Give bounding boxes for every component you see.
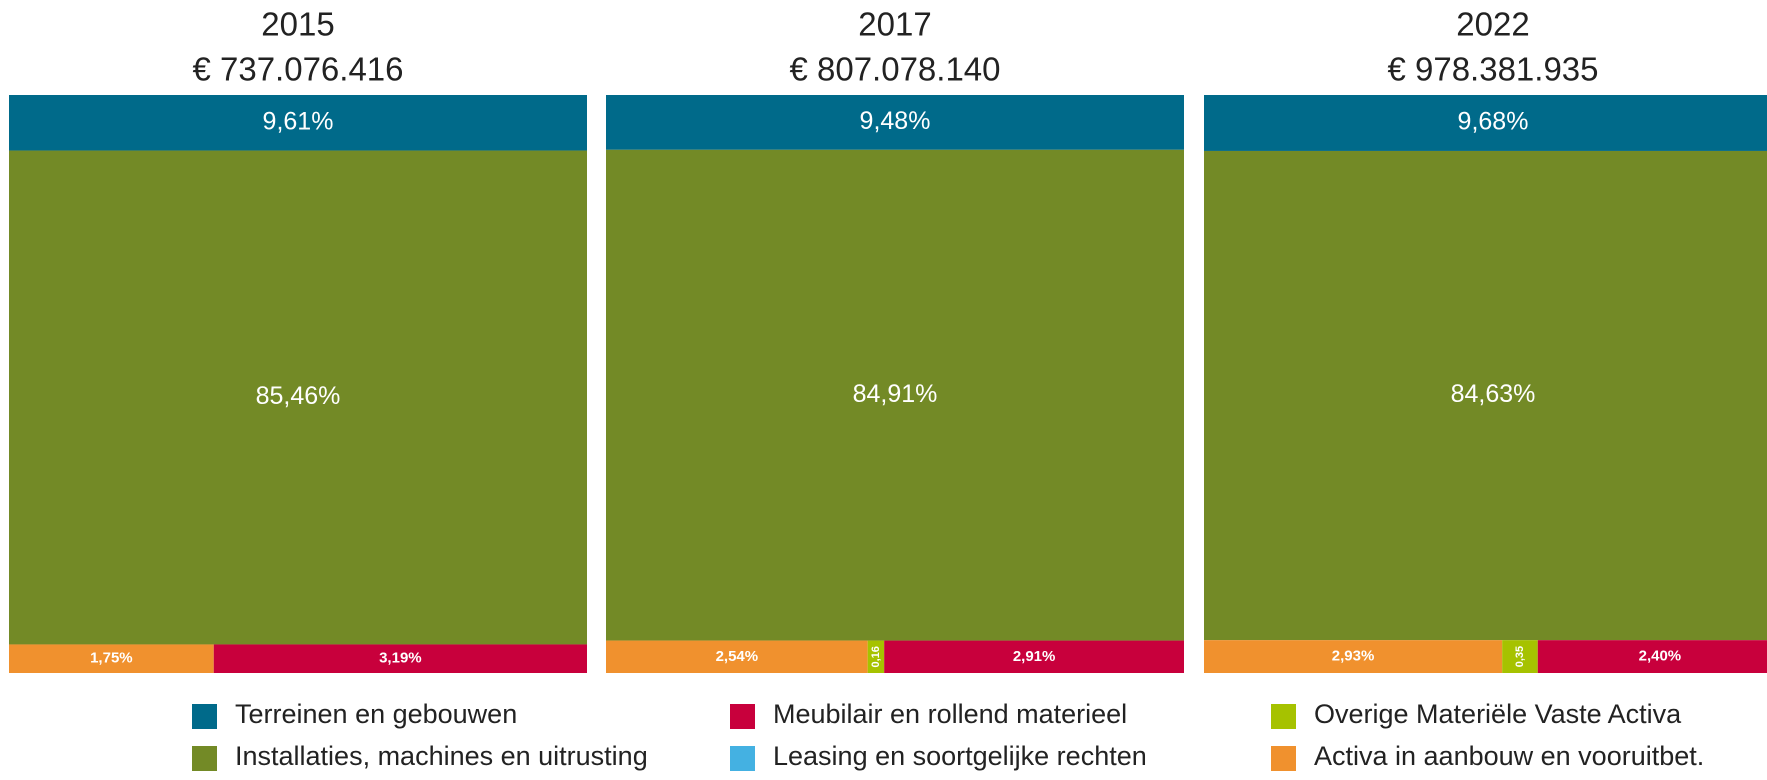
value-label: 3,19% xyxy=(379,650,422,667)
legend-label: Terreinen en gebouwen xyxy=(235,699,517,729)
value-label: 85,46% xyxy=(256,382,341,410)
value-label: 84,63% xyxy=(1451,380,1536,408)
chart-title: 2017 xyxy=(858,6,931,43)
segment xyxy=(1204,640,1503,673)
legend-swatch xyxy=(1271,704,1296,729)
value-label: 9,48% xyxy=(860,107,931,135)
segment xyxy=(9,150,587,645)
legend-label: Leasing en soortgelijke rechten xyxy=(773,741,1147,771)
value-label: 9,68% xyxy=(1458,108,1529,136)
value-label: 2,91% xyxy=(1013,648,1056,665)
value-label: 1,75% xyxy=(90,650,133,667)
segment xyxy=(606,149,1184,641)
legend-label: Meubilair en rollend materieel xyxy=(773,699,1127,729)
segment xyxy=(213,644,587,673)
value-label: 2,40% xyxy=(1639,648,1682,665)
legend-swatch xyxy=(730,704,755,729)
segment xyxy=(867,640,885,673)
chart-title: 2015 xyxy=(261,6,334,43)
segment xyxy=(1204,150,1767,641)
chart-subtitle: € 807.078.140 xyxy=(789,51,1000,88)
segment xyxy=(606,640,868,673)
value-label: 9,61% xyxy=(263,107,334,135)
legend-swatch xyxy=(730,746,755,771)
chart-subtitle: € 737.076.416 xyxy=(192,51,403,88)
chart-subtitle: € 978.381.935 xyxy=(1387,51,1598,88)
legend-label: Activa in aanbouw en vooruitbet. xyxy=(1314,741,1704,771)
legend-label: Overige Materiële Vaste Activa xyxy=(1314,699,1682,729)
value-label: 0,35 xyxy=(1514,646,1526,667)
value-label: 84,91% xyxy=(853,380,938,408)
segment xyxy=(606,95,1184,150)
legend-label: Installaties, machines en uitrusting xyxy=(235,741,648,771)
segment xyxy=(9,95,587,151)
value-label: 0,16 xyxy=(870,646,882,667)
segment xyxy=(9,644,214,673)
value-label: 2,54% xyxy=(716,648,759,665)
chart-title: 2022 xyxy=(1456,6,1529,43)
segment xyxy=(1537,640,1767,673)
legend-swatch xyxy=(192,746,217,771)
segment xyxy=(1204,95,1767,151)
value-label: 2,93% xyxy=(1332,648,1375,665)
segment xyxy=(884,640,1184,673)
segment xyxy=(1502,640,1538,673)
legend-swatch xyxy=(192,704,217,729)
legend-swatch xyxy=(1271,746,1296,771)
